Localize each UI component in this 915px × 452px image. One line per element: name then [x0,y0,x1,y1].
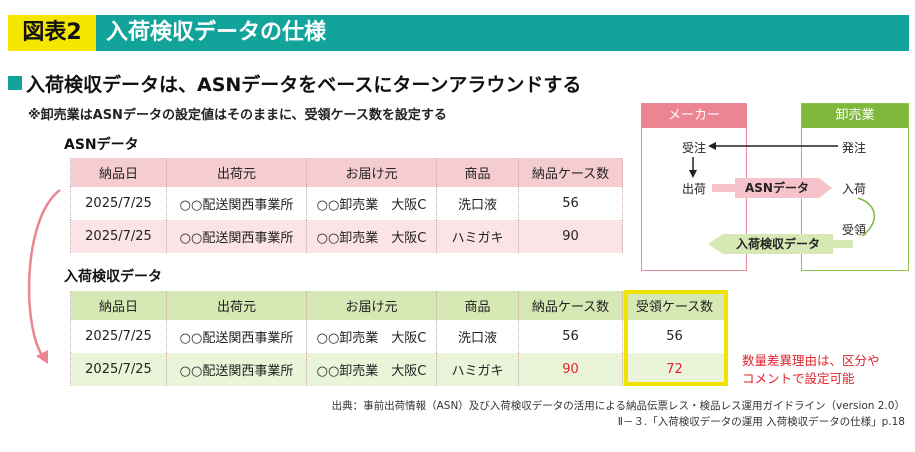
table-cell: 2025/7/25 [70,353,167,386]
shipment-label: 出荷 [682,182,707,196]
sub-note: ※卸売業はASNデータの設定値はそのままに、受領ケース数を設定する [28,108,447,123]
col-header: 出荷元 [166,158,307,187]
order-placed-label: 発注 [842,141,867,155]
table-cell: ハミガキ [436,220,519,253]
receiving-to-acceptance-arrow [857,197,875,237]
table-cell: ○○卸売業 大阪C [306,220,437,253]
table-cell-highlight: 72 [622,353,727,386]
table-cell: ○○卸売業 大阪C [306,353,437,386]
col-header: 受領ケース数 [622,291,727,320]
table-cell: ○○配送関西事業所 [166,187,307,220]
asn-flow-label: ASNデータ [735,178,819,198]
table-row: 2025/7/25 ○○配送関西事業所 ○○卸売業 大阪C 洗口液 56 [70,187,623,220]
asn-table-label: ASNデータ [64,137,139,153]
asn-data-table: 納品日 出荷元 お届け元 商品 納品ケース数 2025/7/25 ○○配送関西事… [70,158,623,253]
maker-header: メーカー [642,104,746,128]
order-arrowhead-icon [708,142,716,150]
diff-note-line: コメントで設定可能 [742,371,855,386]
table-cell: ○○卸売業 大阪C [306,187,437,220]
source-citation: 出典：事前出荷情報（ASN）及び入荷検収データの活用による納品伝票レス・検品レス… [332,398,905,430]
source-line: Ⅱ－３.「入荷検収データの運用 入荷検収データの仕様」p.18 [617,416,905,428]
square-bullet-icon [8,76,22,90]
table-cell: ○○卸売業 大阪C [306,320,437,353]
col-header: 納品ケース数 [518,291,623,320]
table-row: 2025/7/25 ○○配送関西事業所 ○○卸売業 大阪C ハミガキ 90 72 [70,353,727,386]
receipt-data-table: 納品日 出荷元 お届け元 商品 納品ケース数 受領ケース数 2025/7/25 … [70,291,727,386]
receipt-flow-arrowhead-icon [708,234,723,254]
table-cell: 2025/7/25 [70,320,167,353]
diff-note: 数量差異理由は、区分や コメントで設定可能 [742,352,880,388]
table-cell: 2025/7/25 [70,220,167,253]
table-cell: 90 [518,220,623,253]
table-cell: 洗口液 [436,320,519,353]
table-cell-highlight: 90 [518,353,623,386]
table-cell: ○○配送関西事業所 [166,220,307,253]
col-header: お届け元 [306,158,437,187]
table-cell: ○○配送関西事業所 [166,353,307,386]
asn-to-receipt-arrowhead-icon [36,350,48,364]
maker-box: メーカー [641,103,747,271]
section-heading: 入荷検収データは、ASNデータをベースにターンアラウンドする [8,70,581,97]
table-cell: 56 [622,320,727,353]
section-heading-text: 入荷検収データは、ASNデータをベースにターンアラウンドする [26,74,582,96]
table-row: 2025/7/25 ○○配送関西事業所 ○○卸売業 大阪C ハミガキ 90 [70,220,623,253]
table-header-row: 納品日 出荷元 お届け元 商品 納品ケース数 受領ケース数 [70,291,727,320]
col-header: 納品日 [70,158,167,187]
receiving-label: 入荷 [842,182,867,196]
table-cell: 洗口液 [436,187,519,220]
col-header: お届け元 [306,291,437,320]
figure-title: 入荷検収データの仕様 [96,15,909,51]
col-header: 納品ケース数 [518,158,623,187]
table-header-row: 納品日 出荷元 お届け元 商品 納品ケース数 [70,158,623,187]
order-to-ship-arrowhead-icon [689,170,697,178]
table-cell: ハミガキ [436,353,519,386]
received-cases-highlight-box [624,290,728,386]
table-cell: ○○配送関西事業所 [166,320,307,353]
wholesaler-header: 卸売業 [802,104,908,128]
figure-number: 図表2 [8,15,96,51]
table-row: 2025/7/25 ○○配送関西事業所 ○○卸売業 大阪C 洗口液 56 56 [70,320,727,353]
asn-to-receipt-arrow [27,188,61,359]
table-cell: 56 [518,187,623,220]
receipt-table-label: 入荷検収データ [64,269,162,285]
col-header: 出荷元 [166,291,307,320]
order-received-label: 受注 [682,141,707,155]
diff-note-line: 数量差異理由は、区分や [742,353,880,368]
figure-banner: 図表2 入荷検収データの仕様 [0,0,915,54]
table-cell: 56 [518,320,623,353]
source-line: 出典：事前出荷情報（ASN）及び入荷検収データの活用による納品伝票レス・検品レス… [331,400,905,412]
table-cell: 2025/7/25 [70,187,167,220]
col-header: 商品 [436,291,519,320]
receipt-flow-label: 入荷検収データ [723,234,833,254]
acceptance-label: 受領 [842,223,867,237]
asn-flow-arrowhead-icon [819,178,832,198]
